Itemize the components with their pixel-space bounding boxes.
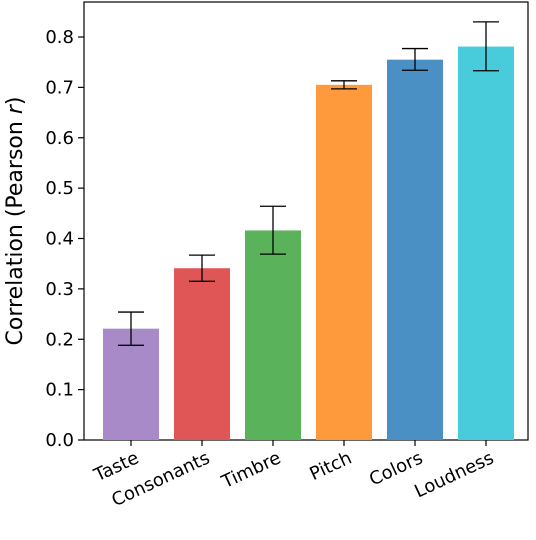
error-bars xyxy=(118,21,499,346)
bar-taste xyxy=(103,328,159,440)
y-tick-label: 0.1 xyxy=(45,380,74,401)
bar-pitch xyxy=(316,84,372,440)
y-tick-label: 0.0 xyxy=(45,430,74,451)
x-tick-label-pitch: Pitch xyxy=(307,447,356,485)
bar-timbre xyxy=(245,230,301,440)
x-tick-label-timbre: Timbre xyxy=(218,447,284,493)
bar-consonants xyxy=(174,268,230,440)
y-tick-label: 0.5 xyxy=(45,178,74,199)
y-tick-label: 0.3 xyxy=(45,279,74,300)
y-tick-label: 0.6 xyxy=(45,128,74,149)
y-tick-label: 0.7 xyxy=(45,77,74,98)
y-tick-label: 0.4 xyxy=(45,229,74,250)
x-tick-label-loudness: Loudness xyxy=(411,447,497,502)
bar-loudness xyxy=(458,46,514,440)
bars xyxy=(103,46,514,440)
y-axis-label: Correlation (Pearson r) xyxy=(3,97,28,346)
plot-frame xyxy=(83,1,529,441)
bar-colors xyxy=(387,59,443,440)
y-tick-label: 0.8 xyxy=(45,27,74,48)
y-axis: 0.0 0.1 0.2 0.3 0.4 0.5 0.6 0.7 0.8 xyxy=(45,27,84,451)
y-tick-label: 0.2 xyxy=(45,329,74,350)
